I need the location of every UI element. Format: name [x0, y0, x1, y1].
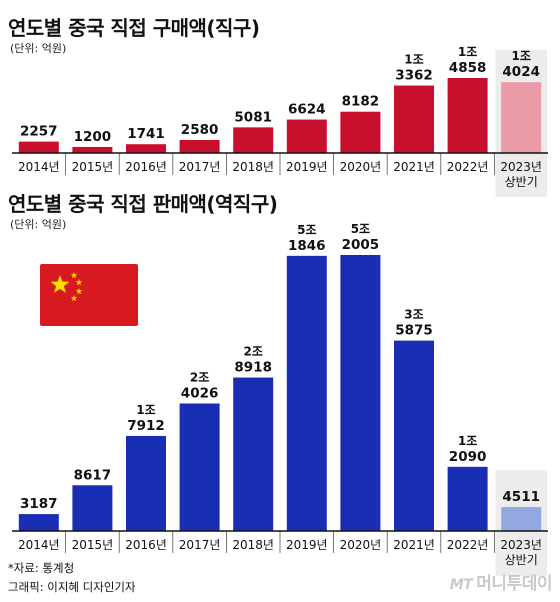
- tick-label: 2019년: [286, 160, 328, 174]
- tick-label: 2015년: [72, 538, 114, 552]
- flag-big-star: [50, 275, 70, 293]
- data-label: 3362: [395, 68, 433, 84]
- bar-2-7: [394, 340, 434, 531]
- data-label: 2580: [181, 122, 219, 138]
- chart2-unit-label: (단위: 억원): [10, 218, 67, 231]
- bar-2-4: [233, 377, 274, 531]
- bar-2-0: [18, 514, 59, 531]
- tick-label: 2020년: [340, 160, 382, 174]
- data-label: 8617: [74, 467, 112, 483]
- data-label: 1846: [288, 238, 326, 254]
- bar-2-3: [179, 403, 220, 531]
- bar-1-6: [340, 111, 381, 153]
- bar-1-2: [126, 144, 166, 153]
- bar-1-7: [394, 85, 434, 153]
- bar-2-6: [340, 255, 381, 531]
- data-label-prefix: 2조: [244, 345, 263, 359]
- bar-2-2: [126, 435, 166, 531]
- tick-label: 2019년: [286, 538, 328, 552]
- bar-2-8: [447, 466, 488, 531]
- tick-label: 2020년: [340, 538, 382, 552]
- tick-label: 2016년: [125, 160, 167, 174]
- data-label-prefix: 5조: [297, 223, 316, 237]
- data-label: 4858: [449, 60, 487, 76]
- data-label-prefix: 1조: [136, 403, 155, 417]
- tick-label: 2023년: [500, 160, 542, 174]
- bar-2-9: [501, 507, 542, 531]
- data-label-prefix: 1조: [458, 45, 477, 59]
- data-label: 7912: [127, 418, 165, 434]
- tick-label: 2017년: [179, 160, 221, 174]
- tick-label: 2018년: [232, 538, 274, 552]
- tick-label: 상반기: [505, 553, 538, 567]
- tick-label: 2015년: [72, 160, 114, 174]
- data-label: 6624: [288, 102, 326, 118]
- tick-label: 2021년: [393, 538, 435, 552]
- china-flag-icon: [40, 264, 138, 326]
- data-label-prefix: 2조: [190, 370, 209, 384]
- bar-1-8: [447, 78, 488, 153]
- tick-label: 상반기: [505, 175, 538, 189]
- data-label: 4024: [502, 64, 540, 80]
- bar-1-3: [179, 139, 220, 153]
- data-label: 8182: [342, 94, 380, 110]
- bar-1-5: [286, 119, 327, 153]
- data-label: 4026: [181, 385, 219, 401]
- brand-logo: MT 머니투데이: [449, 574, 553, 594]
- tick-label: 2016년: [125, 538, 167, 552]
- data-label: 3187: [20, 496, 58, 512]
- tick-label: 2022년: [447, 160, 489, 174]
- data-label: 4511: [502, 489, 540, 505]
- data-label: 5875: [395, 323, 433, 339]
- tick-label: 2014년: [18, 538, 60, 552]
- tick-label: 2023년: [500, 538, 542, 552]
- data-label: 2090: [449, 449, 487, 465]
- data-label: 2257: [20, 124, 58, 140]
- bar-1-0: [18, 141, 59, 153]
- data-label-prefix: 1조: [512, 49, 531, 63]
- chart2: 31872014년86172015년79121조2016년40262조2017년…: [12, 222, 548, 576]
- tick-label: 2021년: [393, 160, 435, 174]
- data-label: 8918: [234, 360, 272, 376]
- chart1-unit-label: (단위: 억원): [10, 42, 67, 55]
- data-label-prefix: 5조: [351, 222, 370, 236]
- source-note: *자료: 통계청: [8, 561, 75, 575]
- bar-2-1: [72, 485, 113, 531]
- bar-2-5: [286, 255, 327, 531]
- tick-label: 2017년: [179, 538, 221, 552]
- graphic-credit: 그래픽: 이지혜 디자인기자: [8, 580, 136, 594]
- bar-1-9: [501, 82, 542, 153]
- data-label: 1741: [127, 126, 165, 142]
- chart1-title: 연도별 중국 직접 구매액(직구): [8, 16, 260, 40]
- data-label: 1200: [74, 129, 112, 145]
- data-label: 5081: [234, 109, 272, 125]
- data-label-prefix: 3조: [404, 308, 423, 322]
- chart2-title: 연도별 중국 직접 판매액(역직구): [8, 192, 278, 216]
- tick-label: 2014년: [18, 160, 60, 174]
- bar-1-1: [72, 146, 113, 153]
- chart1: 2257 2014년 1200 2015년 1741 2016년 2580 2017년 5081…: [12, 45, 548, 197]
- bar-1-4: [233, 127, 274, 153]
- data-label: 2005: [342, 237, 380, 253]
- tick-label: 2018년: [232, 160, 274, 174]
- data-label-prefix: 1조: [458, 434, 477, 448]
- tick-label: 2022년: [447, 538, 489, 552]
- data-label-prefix: 1조: [404, 53, 423, 67]
